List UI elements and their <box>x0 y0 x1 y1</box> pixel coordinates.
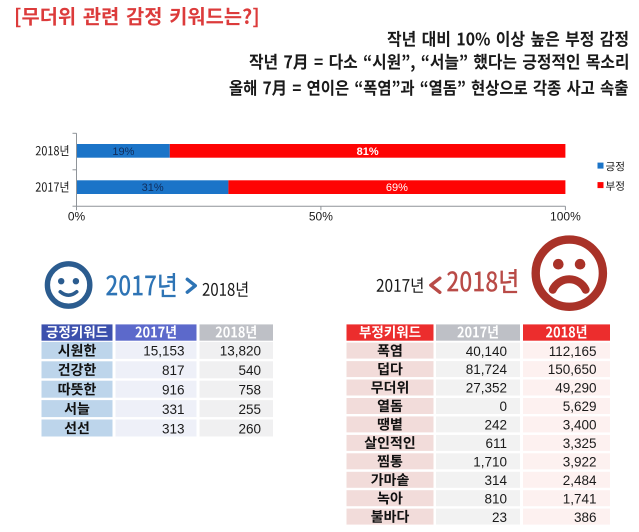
svg-text:1,741: 1,741 <box>563 491 597 506</box>
svg-text:331: 331 <box>162 402 185 417</box>
svg-text:0%: 0% <box>68 210 86 224</box>
svg-text:19%: 19% <box>112 146 134 158</box>
svg-text:2,484: 2,484 <box>563 473 597 488</box>
svg-text:5,629: 5,629 <box>563 399 597 414</box>
svg-text:69%: 69% <box>386 182 408 194</box>
svg-text:150,650: 150,650 <box>548 362 597 377</box>
svg-text:540: 540 <box>238 363 261 378</box>
svg-text:314: 314 <box>484 473 507 488</box>
svg-text:100%: 100% <box>550 210 581 224</box>
svg-text:3,922: 3,922 <box>563 455 597 470</box>
svg-text:15,153: 15,153 <box>143 344 184 359</box>
svg-text:242: 242 <box>484 418 507 433</box>
svg-text:49,290: 49,290 <box>555 381 596 396</box>
svg-text:817: 817 <box>162 363 185 378</box>
svg-text:27,352: 27,352 <box>466 381 507 396</box>
svg-text:3,400: 3,400 <box>563 418 597 433</box>
svg-text:112,165: 112,165 <box>549 344 597 359</box>
svg-text:81,724: 81,724 <box>466 362 508 377</box>
svg-text:916: 916 <box>162 383 185 398</box>
svg-text:13,820: 13,820 <box>220 344 261 359</box>
svg-text:40,140: 40,140 <box>466 344 507 359</box>
svg-text:50%: 50% <box>309 210 333 224</box>
svg-text:31%: 31% <box>142 182 164 194</box>
svg-text:23: 23 <box>492 510 507 525</box>
svg-text:386: 386 <box>574 510 597 525</box>
svg-text:758: 758 <box>238 383 261 398</box>
svg-text:810: 810 <box>484 491 507 506</box>
svg-text:611: 611 <box>485 436 507 451</box>
svg-text:3,325: 3,325 <box>563 436 597 451</box>
svg-text:81%: 81% <box>357 146 379 158</box>
svg-text:313: 313 <box>162 421 185 436</box>
svg-text:1,710: 1,710 <box>473 455 507 470</box>
svg-text:255: 255 <box>238 402 261 417</box>
svg-text:0: 0 <box>499 399 507 414</box>
svg-text:260: 260 <box>238 421 261 436</box>
